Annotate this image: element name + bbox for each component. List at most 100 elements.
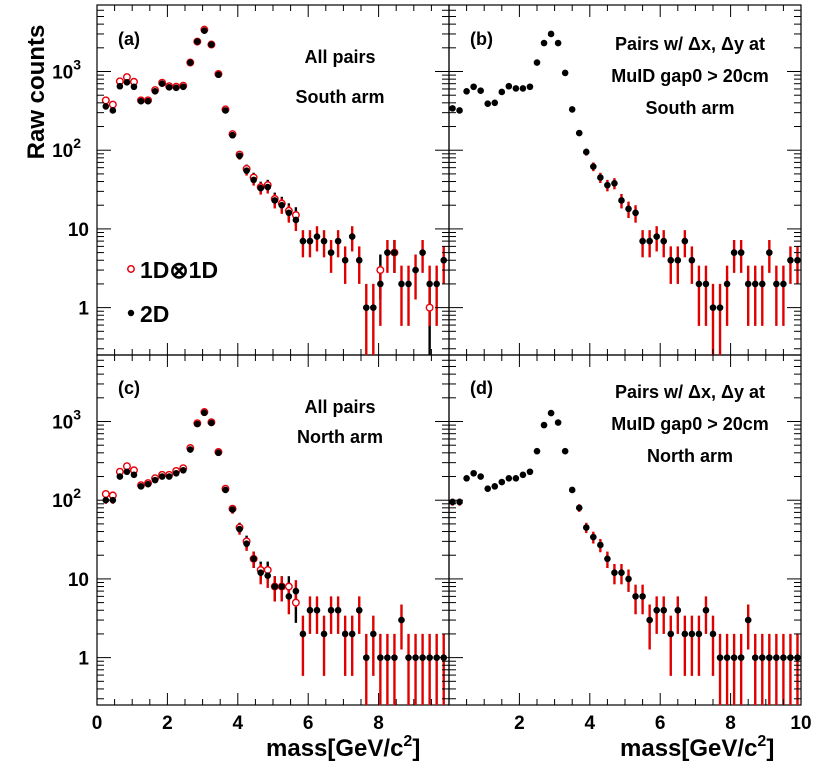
data-point-filled-b <box>449 105 456 112</box>
data-point-filled-c <box>370 630 377 638</box>
data-point-filled-a <box>370 304 377 311</box>
x-tick-label: 4 <box>233 713 244 734</box>
data-point-filled-b <box>688 256 696 264</box>
legend-filled-marker <box>127 309 135 317</box>
data-point-filled-b <box>667 256 675 264</box>
data-point-filled-a <box>271 197 279 204</box>
data-point-filled-a <box>355 256 363 264</box>
panel-title-b: Pairs w/ Δx, Δy at <box>615 34 765 54</box>
data-point-filled-a <box>405 280 412 288</box>
data-point-filled-c <box>208 419 215 427</box>
data-point-filled-d <box>568 486 576 494</box>
data-point-filled-d <box>582 524 590 531</box>
data-point-filled-c <box>222 486 229 494</box>
data-point-open-c <box>284 582 293 591</box>
data-point-filled-b <box>590 163 597 170</box>
data-point-filled-c <box>201 409 208 417</box>
data-point-filled-a <box>285 209 293 217</box>
data-point-filled-d <box>505 474 513 482</box>
data-point-filled-b <box>618 197 625 204</box>
legend-filled-label: 2D <box>140 301 169 327</box>
data-point-filled-c <box>348 630 356 638</box>
data-point-filled-c <box>116 473 124 480</box>
y-tick-label: 103 <box>52 57 81 84</box>
data-point-filled-d <box>597 541 604 549</box>
data-point-filled-d <box>484 485 492 493</box>
data-point-filled-a <box>236 152 243 160</box>
data-point-filled-d <box>773 654 780 661</box>
data-point-filled-c <box>186 446 194 453</box>
data-point-filled-a <box>208 41 215 48</box>
data-point-filled-c <box>179 466 187 474</box>
data-point-filled-a <box>158 80 166 88</box>
data-point-filled-b <box>582 148 590 156</box>
data-point-filled-d <box>780 654 787 661</box>
data-point-filled-b <box>491 99 499 107</box>
x-tick-label: 0 <box>92 713 103 734</box>
data-point-filled-d <box>723 654 731 661</box>
data-point-open-c <box>263 565 272 574</box>
x-tick-label: 2 <box>162 713 173 734</box>
data-point-filled-d <box>540 421 548 429</box>
data-point-filled-d <box>618 569 625 576</box>
data-point-filled-d <box>695 630 703 638</box>
data-point-filled-d <box>519 471 527 479</box>
data-point-filled-c <box>306 606 314 614</box>
data-point-filled-d <box>625 575 632 583</box>
data-point-filled-d <box>653 606 660 614</box>
data-point-filled-d <box>547 409 555 417</box>
panel-c-marks <box>101 408 448 705</box>
panel-b-ticks <box>448 4 802 355</box>
y-tick-label: 102 <box>52 135 81 162</box>
data-point-filled-c <box>334 606 342 614</box>
data-point-filled-c <box>215 449 222 457</box>
data-point-filled-a <box>313 233 321 240</box>
data-point-filled-d <box>737 654 745 661</box>
data-point-filled-b <box>744 280 752 288</box>
panel-title-d: Pairs w/ Δx, Δy at <box>615 382 765 402</box>
data-point-filled-b <box>456 107 463 114</box>
data-point-filled-c <box>278 583 286 590</box>
data-point-filled-b <box>463 88 470 95</box>
panel-frame-c <box>96 354 450 706</box>
data-point-filled-b <box>604 181 611 189</box>
data-point-filled-c <box>229 506 236 513</box>
panel-d-marks <box>449 409 801 705</box>
data-point-filled-b <box>780 280 787 288</box>
data-point-filled-a <box>377 280 384 288</box>
panel-title-d: North arm <box>647 446 733 466</box>
data-point-filled-a <box>151 88 159 95</box>
data-point-filled-d <box>526 468 534 476</box>
panel-title-b: South arm <box>645 98 734 118</box>
data-point-filled-c <box>398 616 405 624</box>
data-point-filled-d <box>667 630 675 638</box>
data-point-filled-d <box>512 474 520 482</box>
legend-open-marker <box>127 265 135 273</box>
y-tick-label: 10 <box>68 570 89 591</box>
y-tick-label: 1 <box>78 649 89 670</box>
data-point-filled-d <box>660 606 668 614</box>
data-point-filled-c <box>391 654 398 661</box>
data-point-filled-c <box>130 471 138 479</box>
x-tick-label: 8 <box>373 713 384 734</box>
data-point-filled-c <box>243 540 250 548</box>
data-point-filled-c <box>405 654 412 661</box>
data-point-filled-b <box>611 179 618 187</box>
data-point-filled-b <box>787 256 794 264</box>
data-point-filled-b <box>751 280 759 288</box>
y-tick-label: 10 <box>68 220 89 241</box>
x-tick-label: 8 <box>725 713 736 734</box>
data-point-filled-b <box>773 280 780 288</box>
data-point-filled-a <box>320 237 328 245</box>
data-point-filled-d <box>766 654 773 661</box>
y-tick-label: 1 <box>78 299 89 320</box>
data-point-filled-a <box>306 237 314 245</box>
data-point-filled-a <box>130 83 138 91</box>
x-tick-label: 10 <box>790 713 811 734</box>
data-point-filled-c <box>165 473 173 480</box>
data-point-filled-d <box>477 473 484 480</box>
data-point-filled-a <box>229 131 236 139</box>
data-point-filled-b <box>730 249 738 256</box>
data-point-filled-b <box>681 237 689 245</box>
data-point-filled-c <box>362 654 370 661</box>
